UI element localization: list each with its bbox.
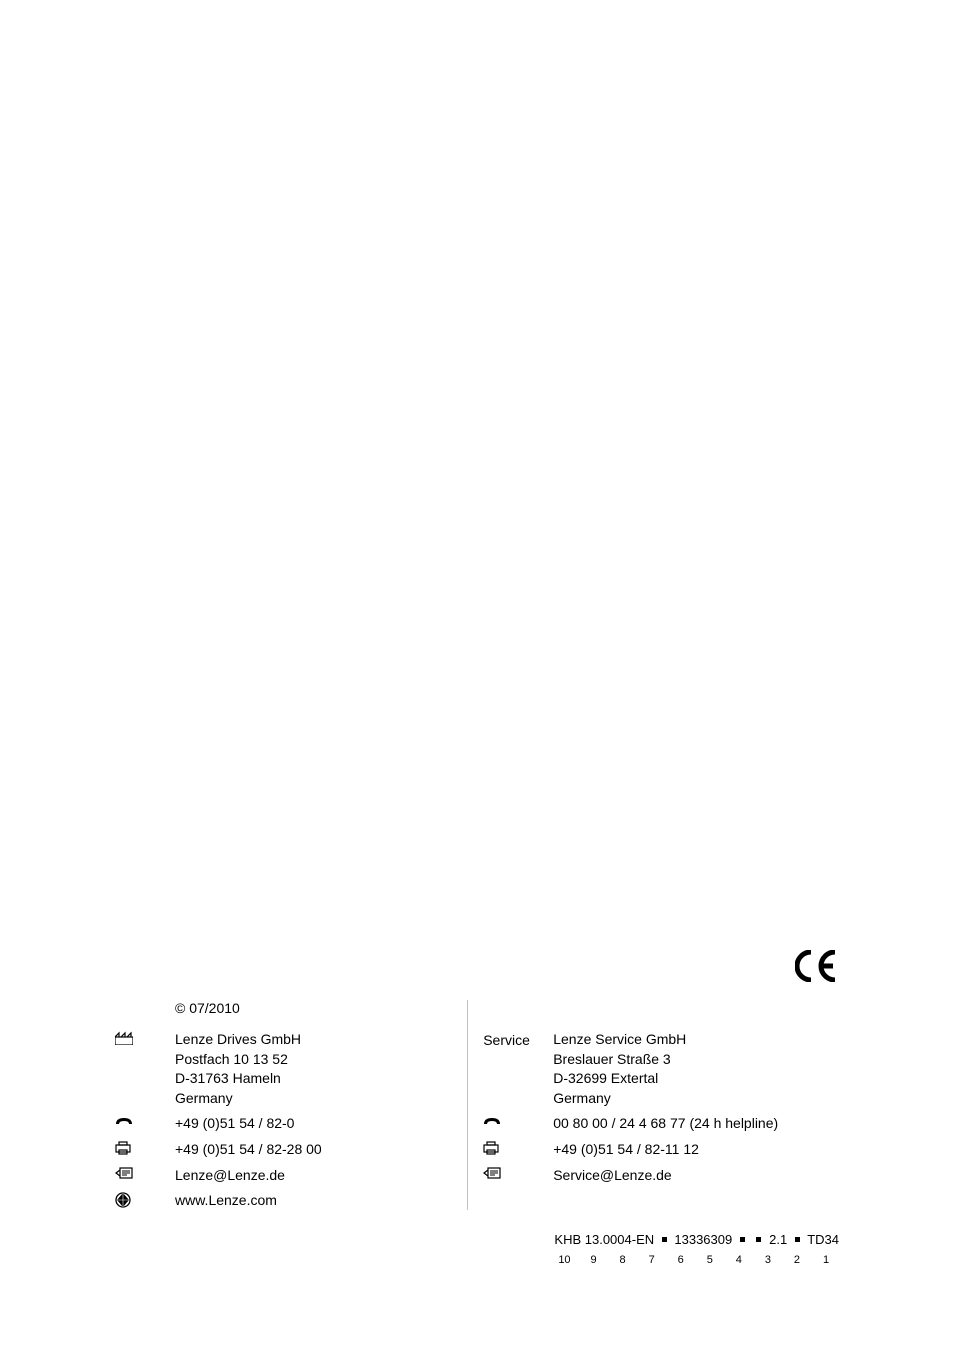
company-column: Lenze Drives GmbH Postfach 10 13 52 D-31… [115,1030,467,1240]
service-column: Service Lenze Service GmbH Breslauer Str… [468,1030,855,1240]
email-value: Lenze@Lenze.de [175,1166,467,1186]
ce-icon [795,950,839,982]
footer-part-3: 2.1 [769,1232,787,1247]
phone-row: +49 (0)51 54 / 82-0 [115,1114,467,1134]
company-city: D-31763 Hameln [175,1069,467,1089]
dot-icon [795,1237,800,1242]
dot-icon [756,1237,761,1242]
contact-columns: Lenze Drives GmbH Postfach 10 13 52 D-31… [115,1030,855,1240]
footer-num: 10 [551,1254,577,1266]
dot-icon [740,1237,745,1242]
footer-num: 9 [581,1254,607,1266]
service-email-row: Service@Lenze.de [483,1166,855,1186]
footer-num: 8 [610,1254,636,1266]
service-city: D-32699 Extertal [553,1069,855,1089]
fax-value: +49 (0)51 54 / 82-28 00 [175,1140,467,1160]
footer-num: 1 [813,1254,839,1266]
copyright: © 07/2010 [175,1000,240,1016]
column-divider [467,1000,468,1210]
service-email-value: Service@Lenze.de [553,1166,855,1186]
phone-icon [115,1114,175,1127]
email-row: Lenze@Lenze.de [115,1166,467,1186]
globe-icon [115,1191,175,1208]
company-name: Lenze Drives GmbH [175,1030,467,1050]
phone-icon [483,1114,553,1127]
service-label: Service [483,1030,553,1051]
web-row: www.Lenze.com [115,1191,467,1211]
factory-icon [115,1030,175,1045]
service-name: Lenze Service GmbH [553,1030,855,1050]
footer-doc-id: KHB 13.0004-EN 13336309 2.1 TD34 [554,1232,839,1247]
service-phone-row: 00 80 00 / 24 4 68 77 (24 h helpline) [483,1114,855,1134]
footer-part-0: KHB 13.0004-EN [554,1232,654,1247]
service-street: Breslauer Straße 3 [553,1050,855,1070]
service-country: Germany [553,1089,855,1109]
fax-row: +49 (0)51 54 / 82-28 00 [115,1140,467,1160]
footer-num: 3 [755,1254,781,1266]
service-fax-row: +49 (0)51 54 / 82-11 12 [483,1140,855,1160]
web-value: www.Lenze.com [175,1191,467,1211]
phone-value: +49 (0)51 54 / 82-0 [175,1114,467,1134]
company-country: Germany [175,1089,467,1109]
service-address: Lenze Service GmbH Breslauer Straße 3 D-… [553,1030,855,1108]
company-address-row: Lenze Drives GmbH Postfach 10 13 52 D-31… [115,1030,467,1108]
dot-icon [662,1237,667,1242]
email-icon [483,1166,553,1179]
footer-part-4: TD34 [807,1232,839,1247]
footer-num: 6 [668,1254,694,1266]
page: © 07/2010 Lenze Drives GmbH Postfach 10 … [0,0,954,1350]
footer-num: 7 [639,1254,665,1266]
fax-icon [115,1140,175,1155]
footer-page-numbers: 10 9 8 7 6 5 4 3 2 1 [551,1254,839,1266]
footer-num: 2 [784,1254,810,1266]
email-icon [115,1166,175,1179]
company-address: Lenze Drives GmbH Postfach 10 13 52 D-31… [175,1030,467,1108]
service-fax-value: +49 (0)51 54 / 82-11 12 [553,1140,855,1160]
service-phone-value: 00 80 00 / 24 4 68 77 (24 h helpline) [553,1114,855,1134]
ce-mark [795,950,839,982]
fax-icon [483,1140,553,1155]
footer-num: 5 [697,1254,723,1266]
footer-part-1: 13336309 [674,1232,732,1247]
service-address-row: Service Lenze Service GmbH Breslauer Str… [483,1030,855,1108]
company-postbox: Postfach 10 13 52 [175,1050,467,1070]
footer-num: 4 [726,1254,752,1266]
